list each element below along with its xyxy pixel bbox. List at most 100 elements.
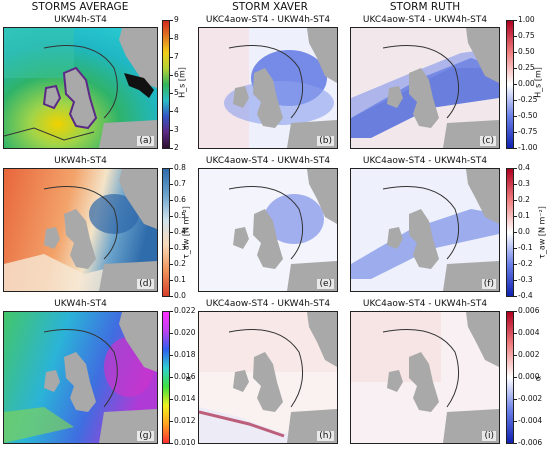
colorbar-tick-mark <box>170 168 173 169</box>
column-header-storms-average: STORMS AVERAGE <box>31 1 129 13</box>
colorbar-tick-label: 0.50 <box>518 47 535 56</box>
colorbar-tick-mark <box>170 74 173 76</box>
colorbar-tick-label: 0.006 <box>518 306 540 315</box>
colorbar-tick-label: 0.004 <box>518 328 540 337</box>
colorbar-tick-label: 0.014 <box>174 394 196 403</box>
colorbar-alpha-right <box>506 311 514 444</box>
colorbar-tick-mark <box>514 36 517 37</box>
colorbar-tick-label: 0.022 <box>174 306 196 315</box>
map-panel-f: (f) <box>350 168 500 292</box>
colorbar-tick-mark <box>514 355 517 356</box>
colorbar-tick-label: 0.002 <box>518 350 540 359</box>
colorbar-tick-mark <box>514 68 517 69</box>
colorbar-tick-mark <box>170 20 173 21</box>
colorbar-tick-label: 0.6 <box>174 195 186 204</box>
colorbar-tick-label: -0.75 <box>518 127 538 136</box>
colorbar-tick-mark <box>170 333 173 334</box>
colorbar-tick-label: 0.018 <box>174 350 196 359</box>
colorbar-tick-label: 0.75 <box>518 31 535 40</box>
colorbar-tick-label: 0.5 <box>174 211 186 220</box>
colorbar-tick-mark <box>170 56 173 58</box>
panel-label-f: (f) <box>481 279 496 289</box>
colorbar-tick-mark <box>170 248 173 249</box>
colorbar-tick-mark <box>514 184 517 185</box>
colorbar-tick-label: 0.00 <box>518 79 535 88</box>
colorbar-hs-left <box>162 20 170 149</box>
colorbar-tick-mark <box>170 216 173 217</box>
colorbar-tick-label: 0.016 <box>174 372 196 381</box>
colorbar-tick-label: 3 <box>174 124 179 134</box>
colorbar-tick-label: 0.2 <box>518 195 530 204</box>
colorbar-tick-mark <box>170 355 173 356</box>
colorbar-tick-mark <box>514 52 517 53</box>
map-panel-e: (e) <box>198 168 338 292</box>
colorbar-tick-mark <box>170 399 173 400</box>
colorbar-tick-label: -0.2 <box>518 259 533 268</box>
colorbar-tick-mark <box>514 443 517 444</box>
colorbar-tick-mark <box>514 200 517 201</box>
colorbar-tick-label: 5 <box>174 88 179 98</box>
colorbar-tick-label: 0.8 <box>174 163 186 172</box>
colorbar-tick-label: -0.4 <box>518 291 533 300</box>
colorbar-hs-right <box>506 20 514 149</box>
panel-label-i: (i) <box>482 431 496 441</box>
colorbar-tick-label: 7 <box>174 51 179 61</box>
panel-title-i: UKC4aow-ST4 - UKW4h-ST4 <box>362 299 488 309</box>
colorbar-tick-label: 0.1 <box>518 211 530 220</box>
colorbar-tick-mark <box>170 264 173 265</box>
colorbar-tick-mark <box>514 280 517 281</box>
colorbar-tick-label: 0.012 <box>174 416 196 425</box>
panel-label-g: (g) <box>137 431 154 441</box>
colorbar-tick-mark <box>514 20 517 21</box>
colorbar-tick-mark <box>514 100 517 101</box>
colorbar-tick-mark <box>514 168 517 169</box>
colorbar-tick-label: -0.3 <box>518 275 533 284</box>
colorbar-tau-left <box>162 168 170 297</box>
colorbar-tick-mark <box>170 296 173 297</box>
column-header-storm-ruth: STORM RUTH <box>389 1 461 13</box>
colorbar-tick-label: 0.3 <box>518 179 530 188</box>
colorbar-tick-label: 2 <box>174 143 179 152</box>
panel-title-d: UKW4h-ST4 <box>54 156 107 166</box>
colorbar-tick-mark <box>514 248 517 249</box>
colorbar-tick-label: 0.4 <box>518 163 530 172</box>
colorbar-tick-label: 0.1 <box>174 275 186 284</box>
colorbar-tick-label: 0.3 <box>174 243 186 252</box>
colorbar-tick-label: 0.020 <box>174 328 196 337</box>
colorbar-tick-mark <box>170 280 173 281</box>
map-panel-d: (d) <box>3 168 158 292</box>
map-panel-a: (a) <box>3 27 158 149</box>
colorbar-tick-mark <box>514 84 517 85</box>
colorbar-tick-label: 0.000 <box>518 372 540 381</box>
colorbar-tick-mark <box>514 264 517 265</box>
colorbar-label-tau-right: τ_aw [N m⁻²] <box>537 206 547 259</box>
colorbar-tick-label: -0.50 <box>518 111 538 120</box>
colorbar-tick-label: -0.1 <box>518 243 533 252</box>
colorbar-tick-mark <box>170 200 173 201</box>
colorbar-tick-mark <box>514 333 517 334</box>
colorbar-tick-mark <box>514 311 517 312</box>
colorbar-tick-label: -0.25 <box>518 95 538 104</box>
colorbar-tick-label: 0.7 <box>174 179 186 188</box>
colorbar-tick-mark <box>170 38 173 40</box>
colorbar-tick-mark <box>170 421 173 422</box>
panel-label-a: (a) <box>137 136 154 146</box>
panel-label-e: (e) <box>317 279 334 289</box>
colorbar-tick-label: -0.002 <box>518 394 543 403</box>
colorbar-tick-label: -1.00 <box>518 143 538 152</box>
colorbar-tick-mark <box>170 311 173 312</box>
panel-label-d: (d) <box>137 279 154 289</box>
colorbar-tau-right <box>506 168 514 297</box>
colorbar-tick-mark <box>514 421 517 422</box>
colorbar-tick-label: 6 <box>174 69 179 79</box>
colorbar-tick-mark <box>514 116 517 117</box>
colorbar-tick-label: 0.0 <box>518 227 530 236</box>
panel-title-b: UKC4aow-ST4 - UKW4h-ST4 <box>205 15 331 25</box>
column-header-storm-xaver: STORM XAVER <box>232 1 308 13</box>
panel-label-h: (h) <box>317 431 334 441</box>
colorbar-tick-label: -0.004 <box>518 416 543 425</box>
map-panel-g: (g) <box>3 311 158 444</box>
colorbar-tick-mark <box>514 377 517 378</box>
colorbar-tick-label: 8 <box>174 33 179 43</box>
colorbar-tick-label: 1.00 <box>518 15 535 24</box>
